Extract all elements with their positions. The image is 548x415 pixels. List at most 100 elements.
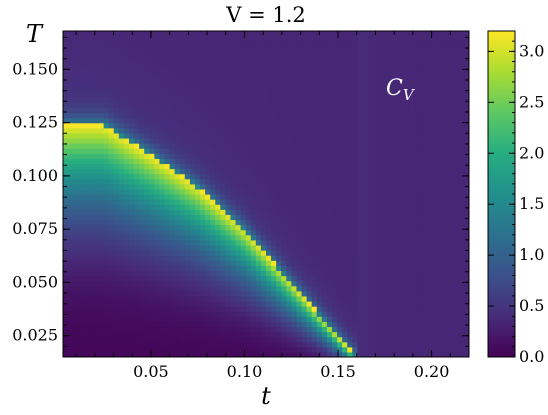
- heatmap-cell: [184, 199, 191, 205]
- heatmap-cell: [245, 76, 252, 83]
- heatmap-cell: [93, 250, 100, 256]
- heatmap-cell: [245, 188, 252, 195]
- heatmap-cell: [413, 153, 419, 159]
- heatmap-cell: [93, 87, 100, 93]
- heatmap-cell: [438, 300, 445, 307]
- heatmap-cell: [443, 51, 450, 58]
- heatmap-cell: [433, 107, 440, 114]
- heatmap-cell: [276, 41, 282, 47]
- heatmap-cell: [88, 158, 95, 165]
- heatmap-cell: [382, 112, 389, 119]
- heatmap-cell: [245, 341, 252, 348]
- heatmap-cell: [418, 204, 424, 210]
- heatmap-cell: [443, 81, 450, 88]
- heatmap-cell: [235, 336, 242, 343]
- heatmap-cell: [98, 153, 105, 159]
- heatmap-cell: [438, 260, 445, 266]
- heatmap-cell: [169, 173, 176, 180]
- heatmap-cell: [215, 346, 221, 353]
- heatmap-cell: [118, 260, 125, 266]
- heatmap-cell: [306, 275, 313, 282]
- heatmap-cell: [149, 234, 155, 241]
- heatmap-cell: [144, 199, 150, 205]
- heatmap-cell: [144, 132, 150, 139]
- heatmap-cell: [408, 199, 414, 205]
- heatmap-cell: [397, 127, 404, 134]
- heatmap-cell: [255, 158, 262, 165]
- heatmap-cell: [453, 117, 460, 124]
- heatmap-cell: [423, 87, 429, 93]
- heatmap-cell: [428, 229, 435, 236]
- heatmap-cell: [93, 204, 100, 210]
- heatmap-cell: [174, 51, 181, 58]
- heatmap-cell: [68, 153, 74, 159]
- heatmap-cell: [260, 76, 267, 83]
- heatmap-cell: [210, 336, 216, 343]
- heatmap-cell: [68, 229, 74, 236]
- heatmap-cell: [271, 163, 277, 170]
- heatmap-cell: [276, 143, 282, 149]
- heatmap-cell: [123, 260, 130, 266]
- heatmap-cell: [397, 97, 404, 103]
- heatmap-cell: [352, 311, 358, 317]
- heatmap-cell: [352, 260, 358, 266]
- heatmap-cell: [276, 255, 282, 261]
- heatmap-cell: [342, 112, 348, 119]
- heatmap-cell: [205, 153, 211, 159]
- heatmap-cell: [215, 66, 221, 73]
- heatmap-cell: [164, 306, 171, 312]
- heatmap-cell: [306, 295, 313, 302]
- heatmap-cell: [149, 270, 155, 277]
- heatmap-cell: [382, 265, 389, 271]
- heatmap-cell: [347, 295, 353, 302]
- heatmap-cell: [347, 56, 353, 63]
- heatmap-cell: [134, 270, 140, 277]
- heatmap-cell: [448, 127, 455, 134]
- heatmap-cell: [260, 316, 267, 322]
- heatmap-cell: [286, 107, 292, 114]
- heatmap-cell: [316, 234, 323, 241]
- heatmap-cell: [73, 316, 79, 322]
- heatmap-cell: [93, 183, 100, 190]
- heatmap-cell: [240, 194, 247, 200]
- heatmap-cell: [240, 153, 247, 159]
- heatmap-cell: [357, 285, 364, 292]
- heatmap-cell: [154, 153, 161, 159]
- heatmap-cell: [73, 173, 79, 180]
- heatmap-cell: [68, 66, 74, 73]
- heatmap-cell: [174, 122, 181, 129]
- heatmap-cell: [240, 300, 247, 307]
- heatmap-cell: [154, 285, 161, 292]
- heatmap-cell: [255, 316, 262, 322]
- heatmap-cell: [154, 188, 161, 195]
- heatmap-cell: [362, 46, 369, 52]
- heatmap-cell: [291, 219, 298, 226]
- heatmap-cell: [342, 265, 348, 271]
- heatmap-cell: [220, 250, 226, 256]
- heatmap-cell: [306, 97, 313, 103]
- heatmap-cell: [139, 326, 145, 333]
- heatmap-cell: [397, 214, 404, 221]
- heatmap-cell: [296, 122, 303, 129]
- heatmap-cell: [63, 219, 69, 226]
- heatmap-cell: [387, 117, 394, 124]
- heatmap-cell: [352, 188, 358, 195]
- heatmap-cell: [438, 194, 445, 200]
- heatmap-cell: [276, 275, 282, 282]
- heatmap-cell: [387, 158, 394, 165]
- heatmap-cell: [98, 107, 105, 114]
- heatmap-cell: [235, 204, 242, 210]
- heatmap-cell: [88, 81, 95, 88]
- heatmap-cell: [118, 107, 125, 114]
- heatmap-cell: [230, 76, 237, 83]
- heatmap-cell: [438, 97, 445, 103]
- heatmap-cell: [159, 239, 166, 246]
- heatmap-cell: [260, 306, 267, 312]
- heatmap-cell: [235, 295, 242, 302]
- heatmap-cell: [372, 300, 379, 307]
- heatmap-cell: [194, 163, 201, 170]
- heatmap-cell: [291, 331, 298, 338]
- heatmap-cell: [113, 183, 120, 190]
- heatmap-cell: [103, 341, 110, 348]
- heatmap-cell: [240, 46, 247, 52]
